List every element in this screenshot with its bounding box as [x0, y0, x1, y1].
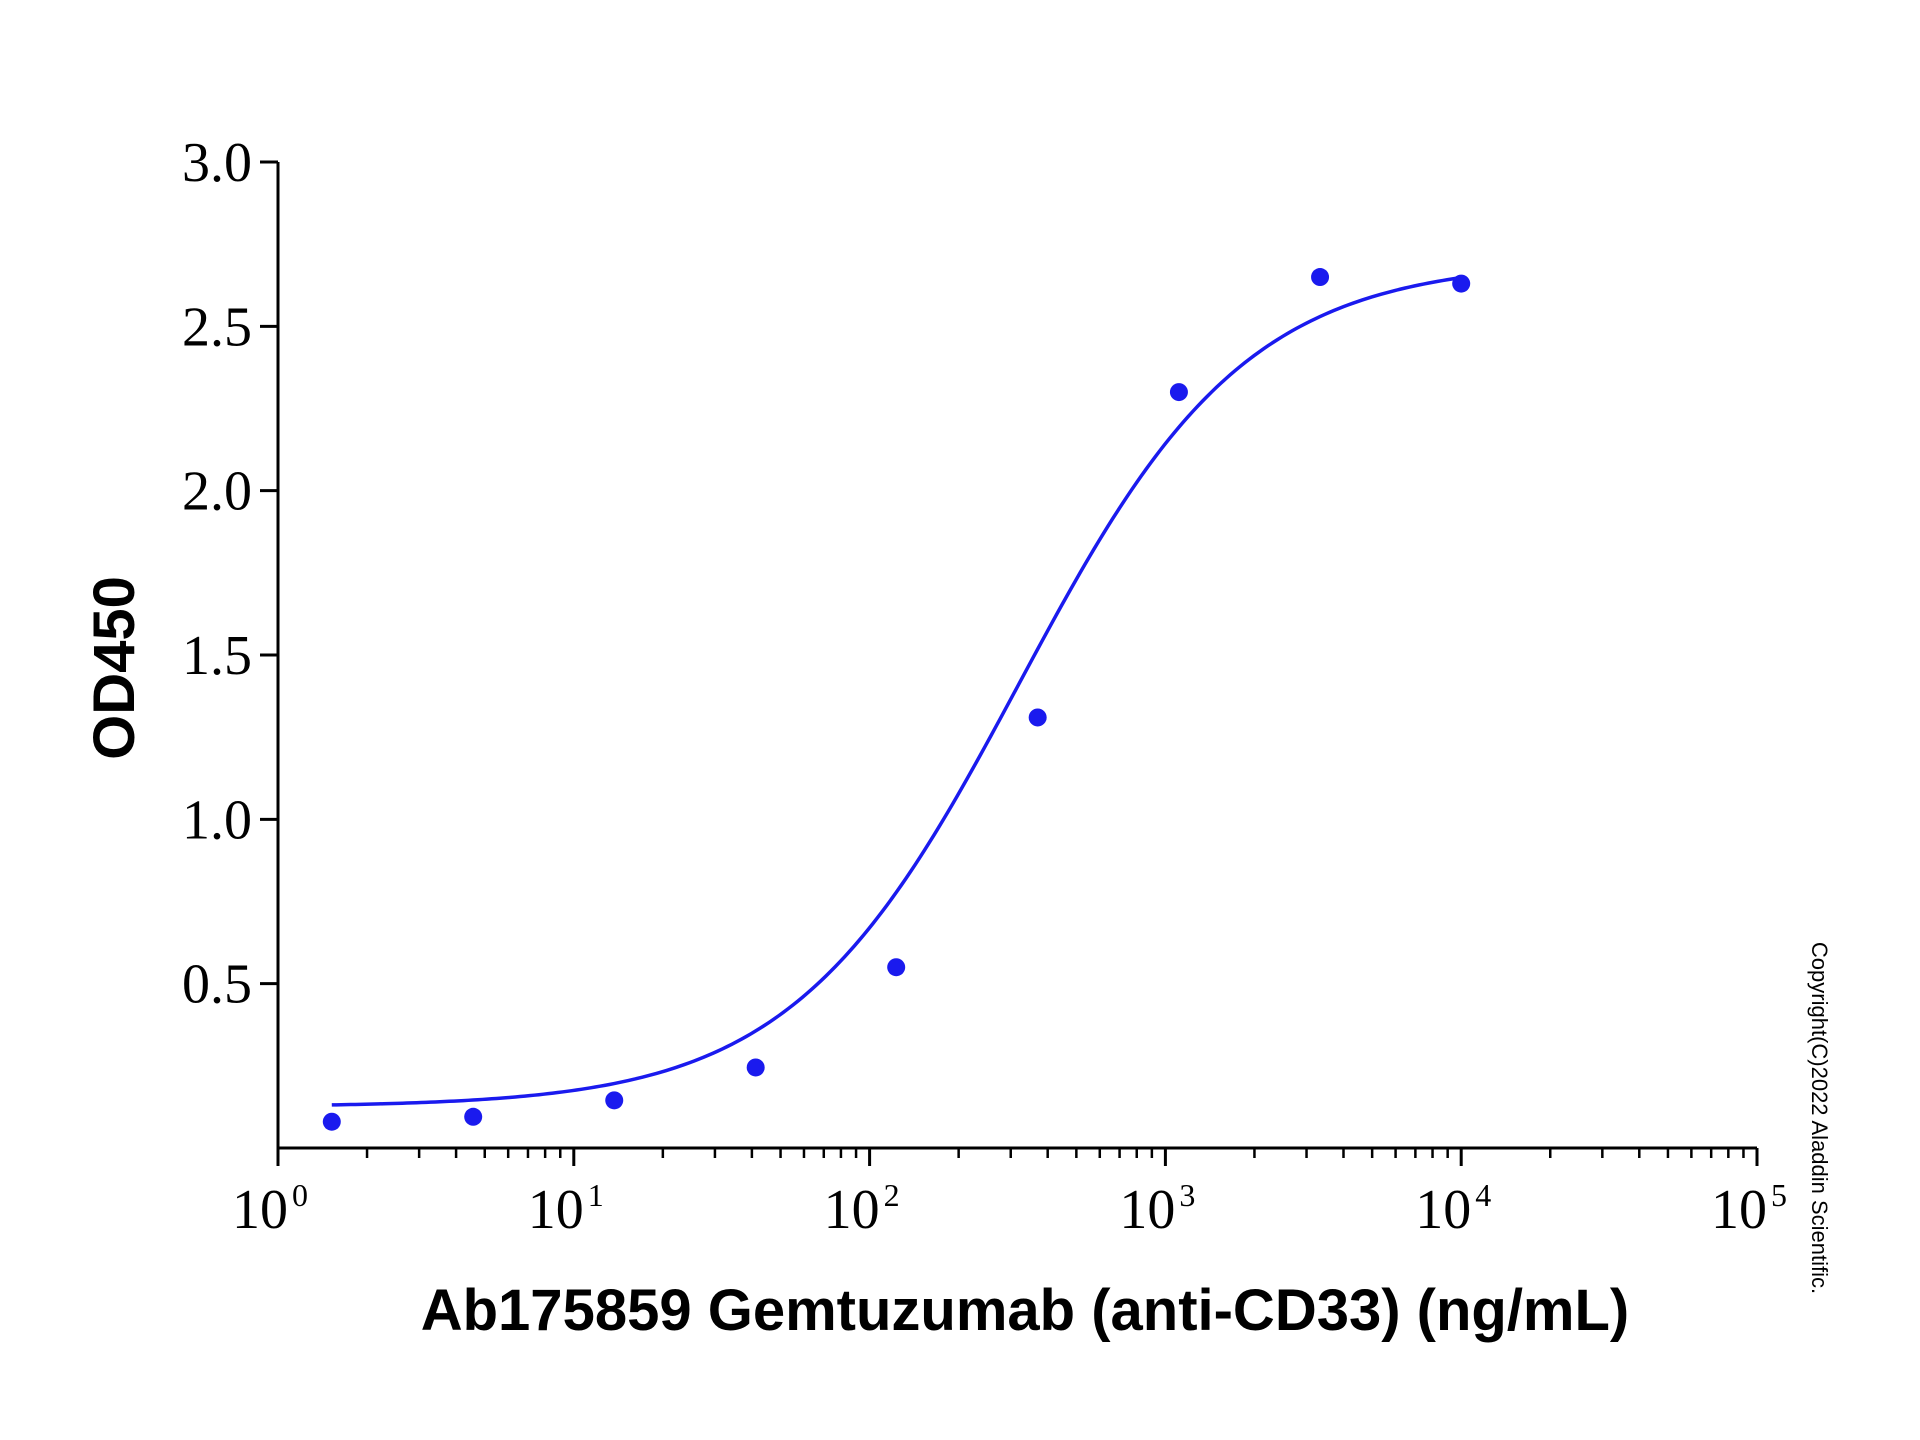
x-tick-base: 10: [824, 1179, 880, 1241]
x-tick-label: 10 0: [232, 1177, 308, 1241]
x-tick-base: 10: [1119, 1179, 1175, 1241]
y-tick-label: 1.5: [182, 625, 252, 687]
y-tick-label: 3.0: [182, 132, 252, 194]
x-tick-label: 10 5: [1711, 1177, 1787, 1241]
y-axis-title: OD450: [82, 576, 147, 760]
x-tick-label: 10 2: [824, 1177, 900, 1241]
x-tick-exponent: 3: [1179, 1177, 1195, 1213]
data-point: [464, 1107, 483, 1126]
x-tick-exponent: 5: [1771, 1177, 1787, 1213]
data-point: [887, 958, 906, 977]
data-point: [1169, 383, 1188, 402]
fit-layer: [331, 275, 1462, 1107]
x-tick-label: 10 4: [1415, 1177, 1491, 1241]
axes: 10 0 10 1 10 2 10 3 10 4 10 50.51.01.52.02.53.0: [182, 132, 1787, 1241]
points-layer: [322, 268, 1471, 1131]
y-tick-label: 0.5: [182, 954, 252, 1016]
x-tick-base: 10: [1711, 1179, 1767, 1241]
x-axis-title: Ab175859 Gemtuzumab (anti-CD33) (ng/mL): [421, 1278, 1630, 1343]
y-tick-label: 1.0: [182, 789, 252, 851]
copyright-text: Copyright(C)2022 Aladdin Scientific.: [1807, 942, 1832, 1294]
x-tick-label: 10 1: [528, 1177, 604, 1241]
x-tick-base: 10: [232, 1179, 288, 1241]
data-point: [1311, 268, 1330, 287]
x-tick-base: 10: [1415, 1179, 1471, 1241]
y-tick-label: 2.5: [182, 296, 252, 358]
data-point: [1028, 708, 1047, 727]
fit-curve: [331, 275, 1462, 1107]
x-tick-exponent: 4: [1475, 1177, 1491, 1213]
data-point: [746, 1058, 765, 1077]
x-tick-exponent: 2: [884, 1177, 900, 1213]
x-tick-exponent: 1: [588, 1177, 604, 1213]
data-point: [1452, 274, 1471, 293]
x-tick-label: 10 3: [1119, 1177, 1195, 1241]
data-point: [322, 1112, 341, 1131]
y-tick-label: 2.0: [182, 461, 252, 523]
x-tick-base: 10: [528, 1179, 584, 1241]
data-point: [605, 1091, 624, 1110]
x-tick-exponent: 0: [292, 1177, 308, 1213]
